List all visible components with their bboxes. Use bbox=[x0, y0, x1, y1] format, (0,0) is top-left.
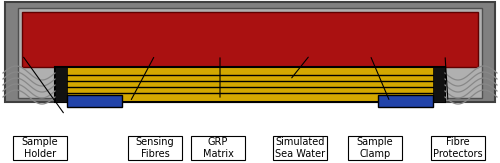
Bar bbox=[55, 67, 67, 102]
FancyBboxPatch shape bbox=[128, 136, 182, 160]
Bar bbox=[67, 95, 122, 107]
FancyBboxPatch shape bbox=[13, 136, 67, 160]
FancyBboxPatch shape bbox=[191, 136, 245, 160]
Text: Sample
Holder: Sample Holder bbox=[22, 137, 59, 159]
Bar bbox=[55, 67, 445, 102]
Text: Simulated
Sea Water: Simulated Sea Water bbox=[275, 137, 325, 159]
Text: Sensing
Fibres: Sensing Fibres bbox=[136, 137, 174, 159]
Bar bbox=[433, 67, 445, 102]
Text: GRP
Matrix: GRP Matrix bbox=[202, 137, 234, 159]
Text: Sample
Clamp: Sample Clamp bbox=[356, 137, 394, 159]
Bar bbox=[5, 2, 495, 102]
Bar bbox=[378, 95, 433, 107]
Bar bbox=[22, 12, 478, 67]
Bar bbox=[18, 8, 482, 98]
FancyBboxPatch shape bbox=[348, 136, 402, 160]
FancyBboxPatch shape bbox=[431, 136, 485, 160]
Text: Fibre
Protectors: Fibre Protectors bbox=[433, 137, 483, 159]
FancyBboxPatch shape bbox=[273, 136, 327, 160]
